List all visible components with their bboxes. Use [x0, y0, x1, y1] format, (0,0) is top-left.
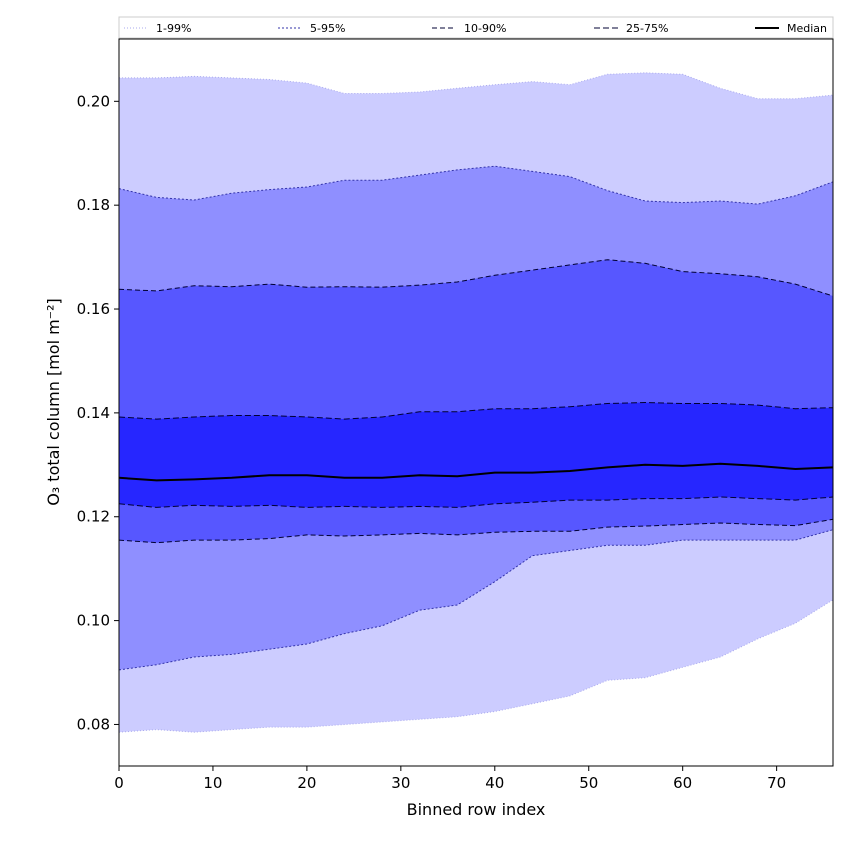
y-tick-label: 0.20	[77, 92, 110, 110]
band-5-95--lower-line	[118, 529, 834, 671]
legend-label-5-95-: 5-95%	[310, 22, 345, 35]
x-axis-label: Binned row index	[407, 800, 546, 819]
y-tick-label: 0.14	[77, 404, 110, 422]
y-tick-label: 0.16	[77, 300, 110, 318]
band-1-99--upper-line	[119, 72, 834, 100]
x-tick-label: 50	[579, 774, 598, 792]
band-5-95--upper-line	[118, 165, 834, 205]
y-tick-label: 0.18	[77, 196, 110, 214]
y-tick-label: 0.12	[77, 508, 110, 526]
x-tick-label: 70	[767, 774, 786, 792]
y-tick-label: 0.08	[77, 715, 110, 733]
legend-box	[118, 16, 834, 39]
plot-area	[118, 72, 834, 733]
plot-frame	[118, 38, 834, 767]
band-25-75--lower-line	[118, 496, 834, 508]
legend-label-median: Median	[787, 22, 827, 35]
legend-label-10-90-: 10-90%	[464, 22, 506, 35]
x-tick-label: 60	[673, 774, 692, 792]
x-tick-label: 20	[297, 774, 316, 792]
band-10-90--lower-line	[118, 518, 834, 544]
x-tick-label: 0	[114, 774, 124, 792]
band-25-75--upper-line	[118, 401, 834, 420]
y-tick-label: 0.10	[77, 612, 110, 630]
band-1-99--lower-line	[118, 599, 834, 733]
legend-label-25-75-: 25-75%	[626, 22, 668, 35]
median-line	[118, 462, 834, 482]
x-axis: 0 10 20 30 40 50 60 70	[114, 766, 786, 792]
legend-label-1-99-: 1-99%	[156, 22, 191, 35]
y-axis-label: O₃ total column [mol m⁻²]	[44, 298, 63, 506]
x-tick-label: 30	[391, 774, 410, 792]
y-axis: 0.08 0.10 0.12 0.14 0.16 0.18 0.20	[77, 92, 119, 733]
legend: 1-99% 5-95% 10-90% 25-75% Median	[118, 16, 834, 39]
x-tick-label: 40	[485, 774, 504, 792]
x-tick-label: 10	[203, 774, 222, 792]
band-25-75--fill	[119, 402, 833, 508]
